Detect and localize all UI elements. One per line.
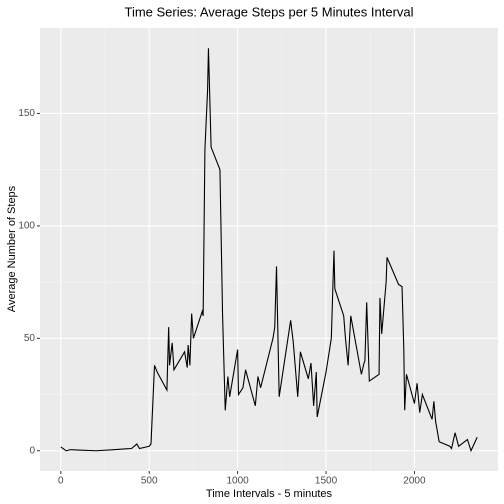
panel bbox=[40, 28, 498, 471]
x-tick-label: 500 bbox=[141, 476, 158, 487]
x-axis-label: Time Intervals - 5 minutes bbox=[206, 488, 333, 500]
chart-title: Time Series: Average Steps per 5 Minutes… bbox=[124, 4, 413, 19]
y-tick-label: 100 bbox=[18, 221, 35, 232]
x-tick-label: 0 bbox=[58, 476, 64, 487]
y-tick-label: 50 bbox=[24, 333, 36, 344]
y-tick-label: 150 bbox=[18, 108, 35, 119]
y-tick-label: 0 bbox=[29, 445, 35, 456]
x-tick-label: 1500 bbox=[315, 476, 338, 487]
x-tick-label: 1000 bbox=[226, 476, 249, 487]
x-tick-label: 2000 bbox=[403, 476, 426, 487]
line bbox=[60, 48, 478, 453]
y-axis-label: Average Number of Steps bbox=[6, 185, 18, 312]
